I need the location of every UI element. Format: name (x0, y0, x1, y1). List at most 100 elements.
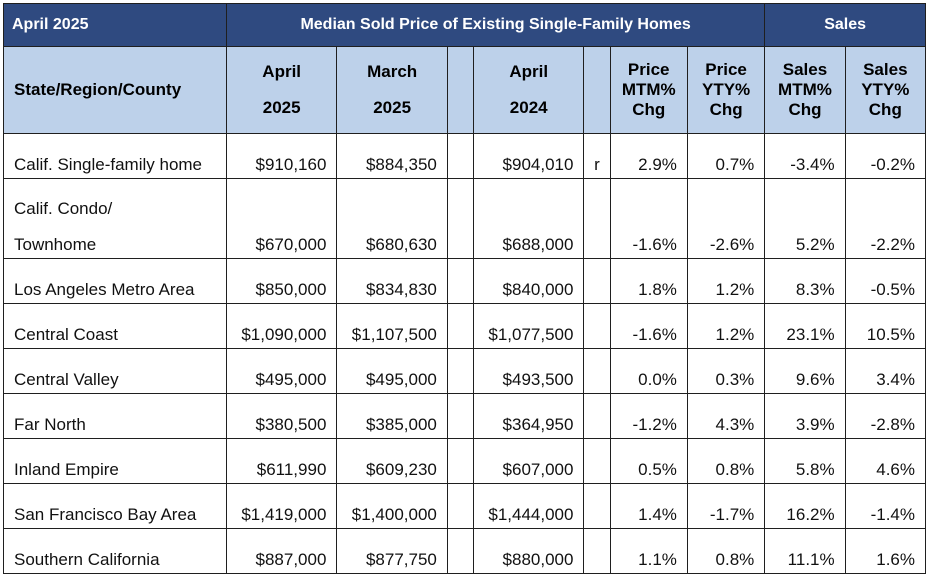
sales-yty-cell: -2.2% (844, 178, 927, 259)
march-2025-header: March 2025 (336, 46, 448, 134)
table-row: Southern California $887,000 $877,750 $880,… (3, 528, 927, 574)
region-label: Calif. Single-family home (14, 155, 203, 174)
sales-mtm-cell: 8.3% (764, 258, 846, 304)
region-cell: Calif. Single-family home (3, 133, 227, 179)
march-2025-cell: $877,750 (336, 528, 448, 574)
region-label: Far North (14, 415, 86, 434)
sales-mtm-cell: 5.2% (764, 178, 846, 259)
region-label: Calif. Condo/ (14, 199, 113, 218)
revision-flag-cell (583, 438, 611, 484)
region-label: San Francisco Bay Area (14, 505, 197, 524)
table-row: Los Angeles Metro Area $850,000 $834,830 $8… (3, 258, 927, 304)
region-cell: San Francisco Bay Area (3, 483, 227, 529)
table-body: Calif. Single-family home $910,160 $884,35… (3, 133, 927, 574)
median-price-table: April 2025 Median Sold Price of Existing… (3, 3, 927, 574)
price-yty-cell: -1.7% (686, 483, 766, 529)
header-line: April (509, 62, 549, 81)
april-2024-cell: $607,000 (472, 438, 585, 484)
april-2024-header: April 2024 (472, 46, 585, 134)
revision-flag-cell (583, 348, 611, 394)
march-2025-cell: $385,000 (336, 393, 448, 439)
table-row: Central Valley $495,000 $495,000 $493,500 0.… (3, 348, 927, 394)
sales-mtm-cell: 9.6% (764, 348, 846, 394)
sales-yty-cell: -0.5% (844, 258, 927, 304)
sales-mtm-cell: 23.1% (764, 303, 846, 349)
sales-yty-cell: 1.6% (844, 528, 927, 574)
region-cell: Southern California (3, 528, 227, 574)
column-header-row: State/Region/County April 2025 March 202… (3, 46, 927, 134)
spacer-cell (446, 178, 474, 259)
april-2025-cell: $1,419,000 (225, 483, 338, 529)
price-yty-cell: -2.6% (686, 178, 766, 259)
april-2025-cell: $611,990 (225, 438, 338, 484)
sales-yty-header: Sales YTY% Chg (844, 46, 927, 134)
flag-header (583, 46, 611, 134)
price-mtm-header: Price MTM% Chg (609, 46, 688, 134)
spacer-cell (446, 303, 474, 349)
sales-yty-cell: 4.6% (844, 438, 927, 484)
price-mtm-cell: 0.0% (609, 348, 688, 394)
region-cell: Inland Empire (3, 438, 227, 484)
price-mtm-cell: 1.4% (609, 483, 688, 529)
march-2025-cell: $1,400,000 (336, 483, 448, 529)
sales-yty-cell: 3.4% (844, 348, 927, 394)
header-line: March (367, 62, 418, 81)
march-2025-cell: $834,830 (336, 258, 448, 304)
header-line: 2025 (262, 98, 301, 117)
april-2025-cell: $910,160 (225, 133, 338, 179)
header-line: April (262, 62, 302, 81)
price-yty-header: Price YTY% Chg (686, 46, 766, 134)
march-2025-cell: $609,230 (336, 438, 448, 484)
price-mtm-cell: 1.8% (609, 258, 688, 304)
april-2025-header: April 2025 (225, 46, 338, 134)
price-yty-cell: 0.3% (686, 348, 766, 394)
header-line: 2025 (373, 98, 412, 117)
price-mtm-cell: -1.6% (609, 178, 688, 259)
spacer-cell (446, 438, 474, 484)
table-row: San Francisco Bay Area $1,419,000 $1,400,0… (3, 483, 927, 529)
price-mtm-cell: 2.9% (609, 133, 688, 179)
region-column-header: State/Region/County (3, 46, 227, 134)
spacer-cell (446, 258, 474, 304)
revision-flag-cell (583, 393, 611, 439)
revision-flag-cell: r (583, 133, 611, 179)
april-2024-cell: $1,444,000 (472, 483, 585, 529)
price-yty-cell: 0.7% (686, 133, 766, 179)
sales-mtm-cell: -3.4% (764, 133, 846, 179)
region-label: Central Coast (14, 325, 118, 344)
price-mtm-cell: -1.6% (609, 303, 688, 349)
revision-flag-cell (583, 178, 611, 259)
april-2025-cell: $887,000 (225, 528, 338, 574)
sales-group-title: Sales (764, 3, 926, 47)
april-2024-cell: $688,000 (472, 178, 585, 259)
march-2025-cell: $495,000 (336, 348, 448, 394)
table-row: Calif. Single-family home $910,160 $884,35… (3, 133, 927, 179)
april-2025-cell: $670,000 (225, 178, 338, 259)
sales-yty-cell: 10.5% (844, 303, 927, 349)
spacer-cell (446, 393, 474, 439)
april-2024-cell: $364,950 (472, 393, 585, 439)
april-2024-cell: $1,077,500 (472, 303, 585, 349)
sales-yty-cell: -2.8% (844, 393, 927, 439)
spacer-cell (446, 133, 474, 179)
april-2025-cell: $850,000 (225, 258, 338, 304)
price-yty-cell: 0.8% (686, 438, 766, 484)
spacer-cell (446, 483, 474, 529)
march-2025-cell: $884,350 (336, 133, 448, 179)
spacer-cell (446, 348, 474, 394)
price-mtm-cell: 1.1% (609, 528, 688, 574)
header-line: 2024 (509, 98, 548, 117)
region-label: Inland Empire (14, 460, 119, 479)
region-label: Townhome (14, 235, 97, 254)
april-2025-cell: $1,090,000 (225, 303, 338, 349)
revision-flag-cell (583, 528, 611, 574)
april-2024-cell: $493,500 (472, 348, 585, 394)
region-cell: Far North (3, 393, 227, 439)
region-label: Los Angeles Metro Area (14, 280, 195, 299)
price-yty-cell: 1.2% (686, 258, 766, 304)
title-row: April 2025 Median Sold Price of Existing… (3, 3, 926, 47)
sales-yty-cell: -0.2% (844, 133, 927, 179)
april-2025-cell: $495,000 (225, 348, 338, 394)
region-cell: Calif. Condo/Townhome (3, 178, 227, 259)
april-2024-cell: $840,000 (472, 258, 585, 304)
